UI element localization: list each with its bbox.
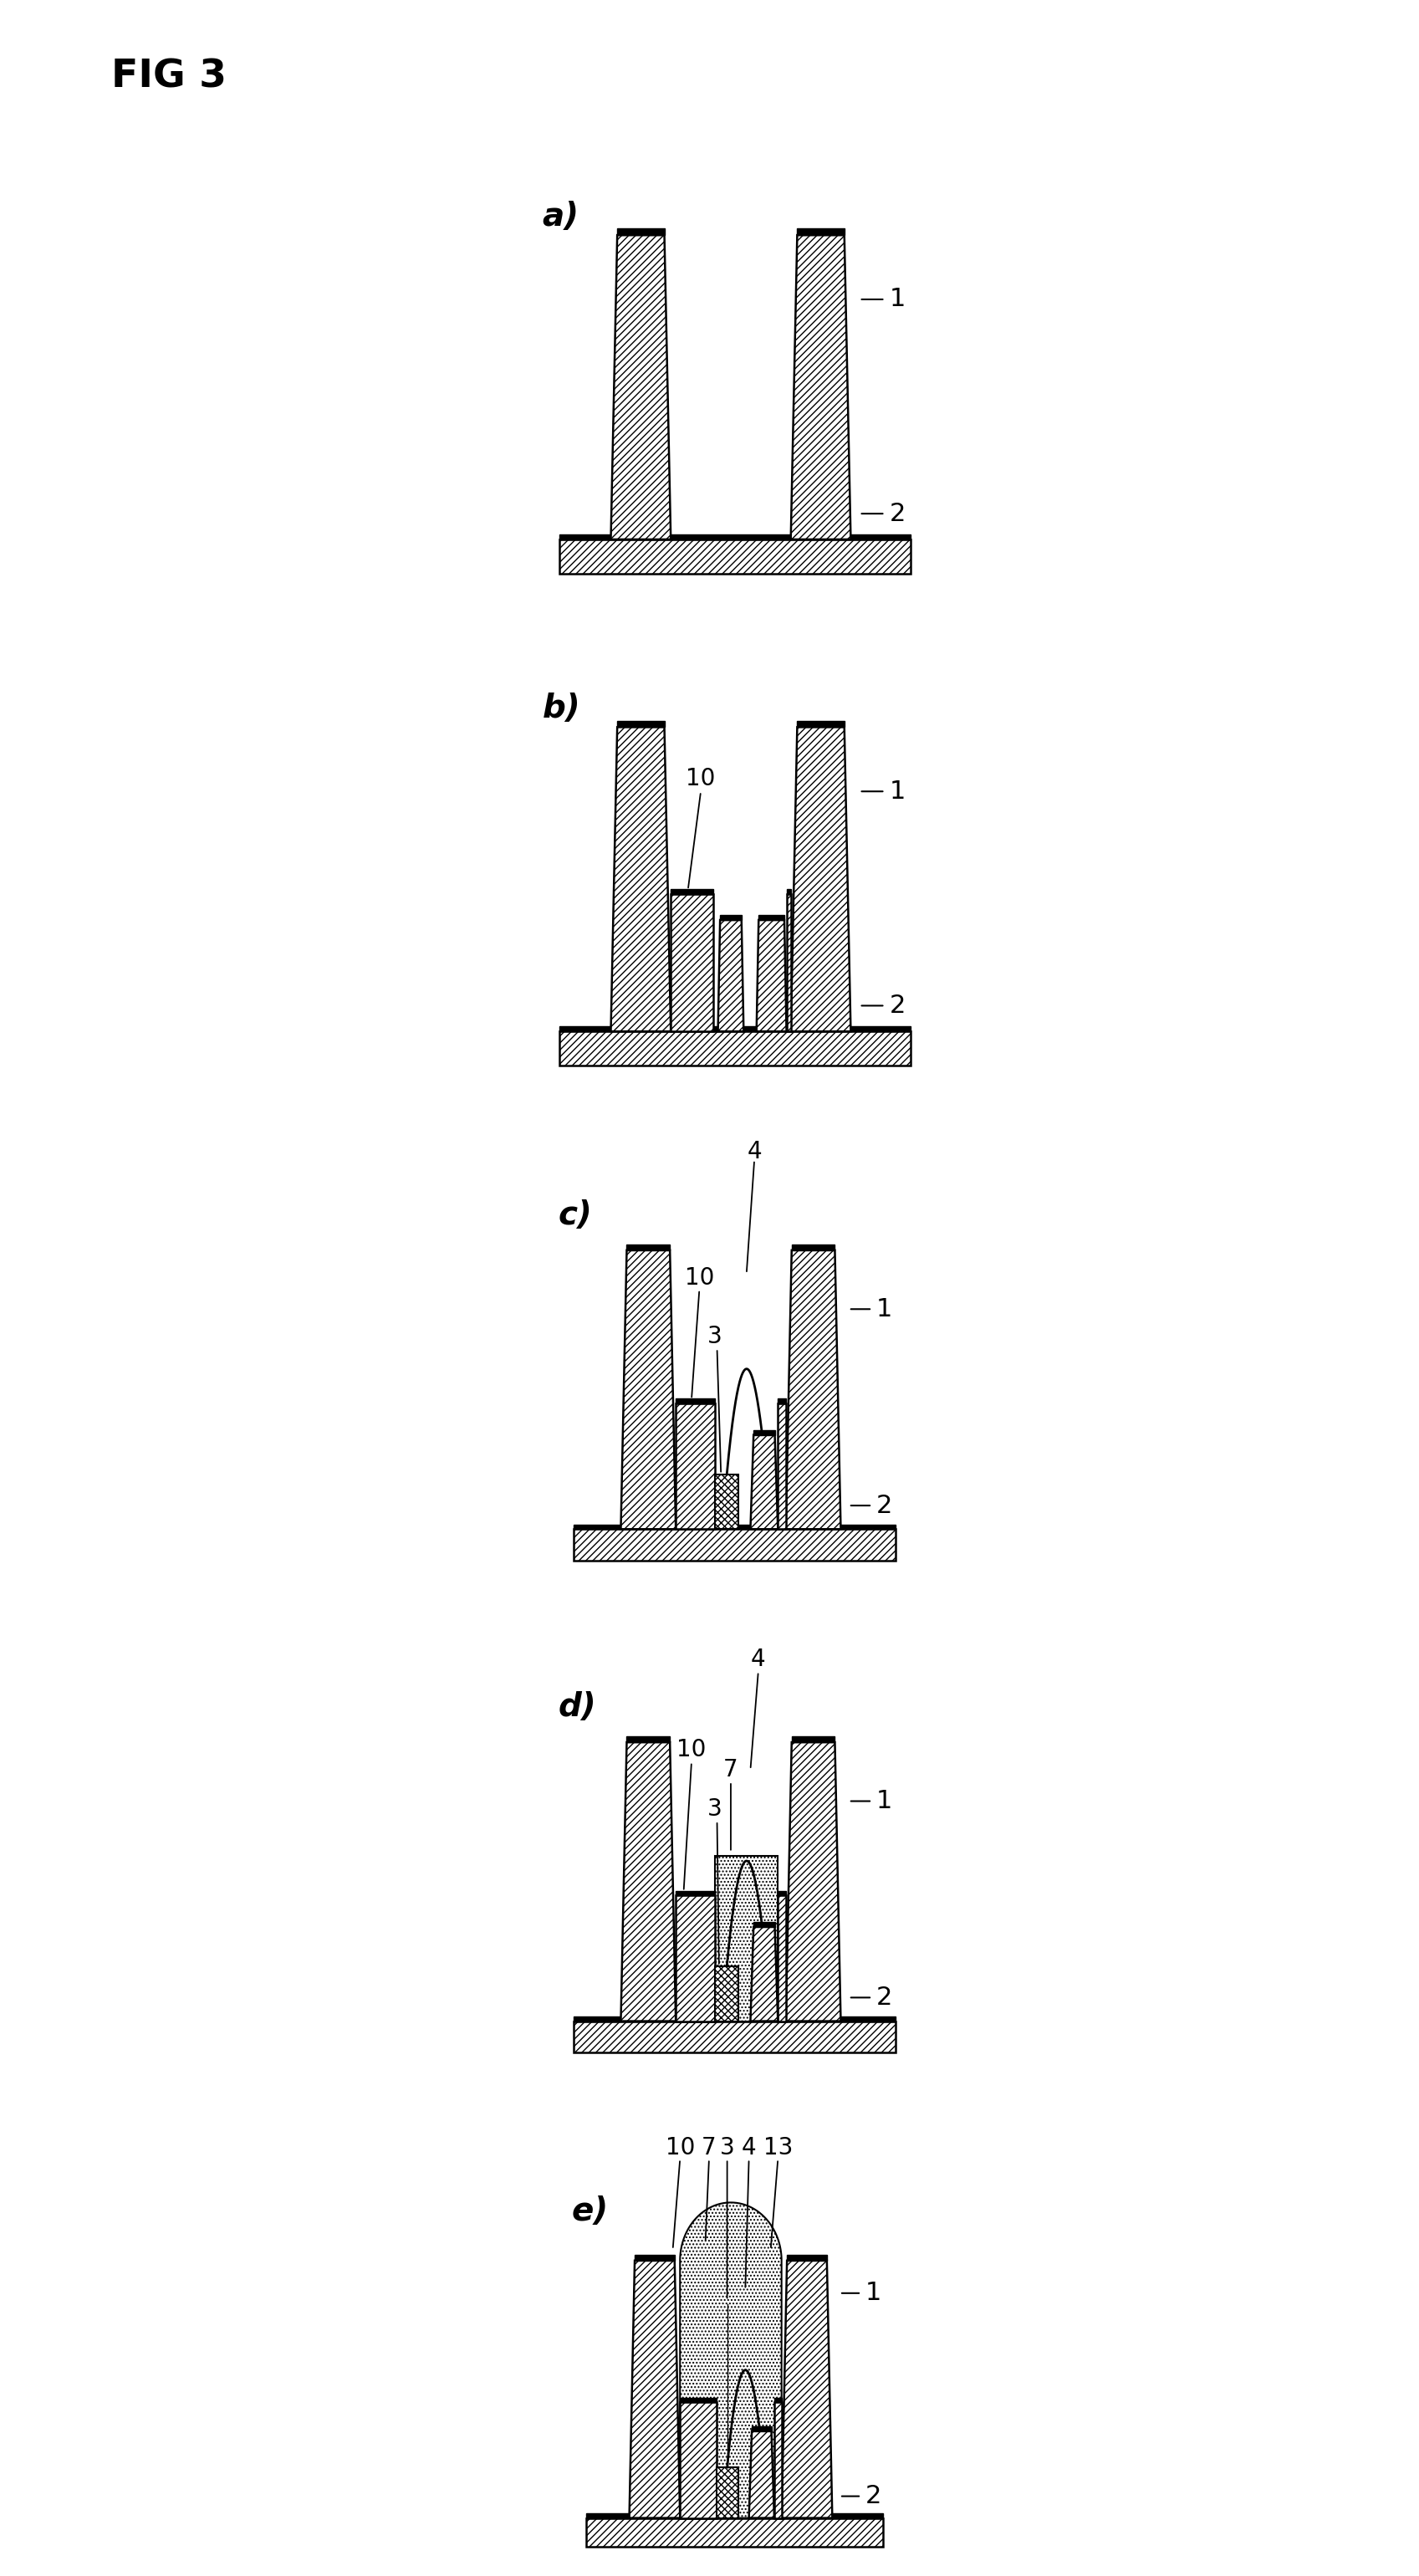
Polygon shape [790, 726, 851, 1030]
Text: 13: 13 [763, 2136, 793, 2159]
Text: 1: 1 [890, 289, 905, 312]
Bar [680, 2398, 717, 2401]
Text: d): d) [558, 1692, 596, 1723]
Bar [759, 914, 785, 920]
Polygon shape [775, 2401, 782, 2517]
Polygon shape [610, 726, 671, 1030]
Text: 2: 2 [876, 1494, 893, 1517]
Bar [675, 1891, 715, 1896]
Text: 4: 4 [746, 1141, 762, 1164]
Bar [788, 2254, 827, 2262]
Text: 2: 2 [866, 2483, 881, 2509]
Bar [634, 2254, 674, 2262]
Polygon shape [786, 1249, 840, 1530]
Text: b): b) [542, 693, 580, 724]
Text: 3: 3 [708, 1324, 722, 1347]
Bar [559, 1025, 911, 1030]
Text: 4: 4 [742, 2136, 756, 2159]
Text: 1: 1 [876, 1296, 893, 1321]
Polygon shape [675, 1404, 715, 1530]
Bar [617, 229, 664, 234]
Bar [778, 1399, 786, 1404]
Bar [719, 914, 742, 920]
Text: FIG 3: FIG 3 [111, 59, 227, 95]
Bar [753, 1922, 775, 1927]
Polygon shape [751, 1927, 778, 2022]
Text: 7: 7 [701, 2136, 717, 2159]
Text: 2: 2 [876, 1986, 893, 2009]
Polygon shape [749, 2432, 775, 2517]
Polygon shape [751, 1435, 778, 1530]
Text: c): c) [558, 1200, 592, 1231]
Text: 4: 4 [751, 1649, 766, 1672]
Polygon shape [675, 1896, 715, 2022]
Bar [775, 2398, 782, 2401]
Polygon shape [622, 1249, 675, 1530]
Bar [715, 1965, 739, 2022]
Polygon shape [778, 1896, 786, 2022]
Text: 3: 3 [708, 1798, 722, 1821]
Bar [715, 1857, 778, 2022]
Polygon shape [756, 920, 786, 1030]
Polygon shape [610, 234, 671, 538]
Polygon shape [622, 1741, 675, 2022]
Polygon shape [790, 234, 851, 538]
Bar [573, 1525, 895, 1530]
Text: 10: 10 [666, 2136, 695, 2159]
Polygon shape [778, 1404, 786, 1530]
Bar [753, 1430, 775, 1435]
Text: 10: 10 [684, 1265, 714, 1291]
Bar [627, 1736, 670, 1741]
Polygon shape [718, 920, 744, 1030]
Text: 10: 10 [685, 768, 715, 791]
Text: 1: 1 [866, 2280, 881, 2306]
Text: 10: 10 [677, 1739, 707, 1762]
Text: 3: 3 [719, 2136, 735, 2159]
Bar [792, 1736, 834, 1741]
Text: 2: 2 [890, 502, 905, 526]
Bar [586, 2514, 883, 2517]
Bar [617, 721, 664, 726]
Bar [559, 533, 911, 538]
Polygon shape [671, 894, 714, 1030]
Bar [797, 721, 844, 726]
Bar [717, 2468, 738, 2517]
Bar [715, 1473, 739, 1530]
Bar [792, 1244, 834, 1249]
Bar [573, 1530, 895, 1561]
Text: 1: 1 [890, 781, 905, 804]
Bar [752, 2427, 772, 2432]
Polygon shape [680, 2202, 782, 2517]
Bar [559, 538, 911, 574]
Bar [559, 1030, 911, 1066]
Text: e): e) [572, 2195, 609, 2228]
Bar [671, 889, 714, 894]
Bar [778, 1891, 786, 1896]
Text: a): a) [542, 201, 579, 232]
Text: 7: 7 [724, 1757, 738, 1783]
Bar [797, 229, 844, 234]
Polygon shape [786, 894, 790, 1030]
Bar [573, 2022, 895, 2053]
Text: 1: 1 [876, 1788, 893, 1814]
Polygon shape [782, 2262, 833, 2517]
Bar [627, 1244, 670, 1249]
Bar [586, 2517, 883, 2548]
Polygon shape [680, 2401, 717, 2517]
Polygon shape [786, 1741, 840, 2022]
Bar [786, 889, 790, 894]
Text: 2: 2 [890, 994, 905, 1018]
Polygon shape [629, 2262, 680, 2517]
Bar [675, 1399, 715, 1404]
Bar [573, 2017, 895, 2022]
